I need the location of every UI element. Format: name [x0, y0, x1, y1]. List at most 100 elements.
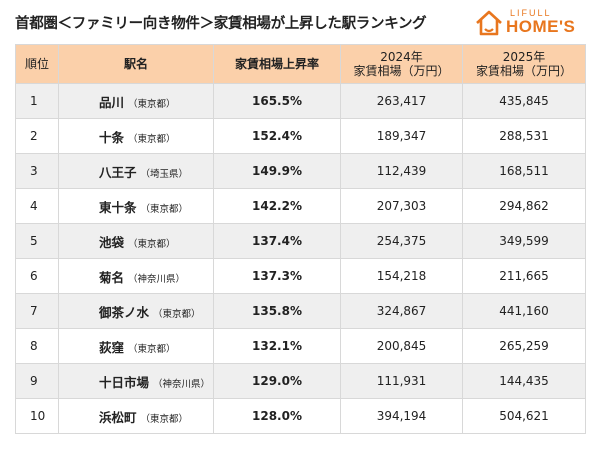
table-row: 6 菊名 （神奈川県） 137.3% 154,218 211,665 [15, 258, 586, 294]
logo: LIFULL HOME'S [466, 8, 586, 38]
station: 池袋 （東京都） [58, 223, 214, 259]
rank: 4 [15, 188, 59, 224]
column-header: 駅名 [58, 44, 214, 84]
rent-2025: 435,845 [462, 83, 586, 119]
rent-2024: 189,347 [340, 118, 463, 154]
station-name: 八王子 [99, 164, 137, 180]
station: 荻窪 （東京都） [58, 328, 214, 364]
column-header: 2025年 家賃相場（万円） [462, 44, 586, 84]
header-text: 2025年 [502, 50, 546, 64]
rent-2024: 263,417 [340, 83, 463, 119]
rent-2025: 211,665 [462, 258, 586, 294]
rent-2024: 207,303 [340, 188, 463, 224]
header-row: 順位 駅名 家賃相場上昇率 2024年 家賃相場（万円） 2025年 家賃相場（万円） [15, 44, 586, 84]
prefecture: （東京都） [128, 343, 176, 355]
column-header: 2024年 家賃相場（万円） [340, 44, 463, 84]
rank: 10 [15, 398, 59, 434]
rent-2025: 349,599 [462, 223, 586, 259]
table-row: 9 十日市場 （神奈川県） 129.0% 111,931 144,435 [15, 363, 586, 399]
rise-rate: 149.9% [213, 153, 341, 189]
table-row: 3 八王子 （埼玉県） 149.9% 112,439 168,511 [15, 153, 586, 189]
prefecture: （神奈川県） [153, 378, 211, 390]
header-text: 順位 [24, 57, 49, 71]
prefecture: （東京都） [153, 308, 201, 320]
rank: 5 [15, 223, 59, 259]
station: 浜松町 （東京都） [58, 398, 214, 434]
rent-2025: 144,435 [462, 363, 586, 399]
rise-rate: 142.2% [213, 188, 341, 224]
station-name: 御茶ノ水 [99, 304, 150, 320]
header-text: 家賃相場上昇率 [234, 57, 319, 71]
rise-rate: 152.4% [213, 118, 341, 154]
rise-rate: 128.0% [213, 398, 341, 434]
rank: 7 [15, 293, 59, 329]
station-name: 十条 [99, 129, 125, 145]
station-name: 浜松町 [99, 409, 137, 425]
rent-2024: 112,439 [340, 153, 463, 189]
rise-rate: 132.1% [213, 328, 341, 364]
station-name: 東十条 [99, 199, 137, 215]
prefecture: （埼玉県） [140, 168, 189, 180]
table-row: 4 東十条 （東京都） 142.2% 207,303 294,862 [15, 188, 586, 224]
table-row: 10 浜松町 （東京都） 128.0% 394,194 504,621 [15, 398, 586, 434]
table-row: 1 品川 （東京都） 165.5% 263,417 435,845 [15, 83, 586, 119]
rent-2025: 504,621 [462, 398, 586, 434]
station-name: 荻窪 [99, 339, 125, 355]
rent-2024: 394,194 [340, 398, 463, 434]
column-header: 家賃相場上昇率 [213, 44, 341, 84]
station-name: 菊名 [99, 269, 125, 285]
rent-2025: 441,160 [462, 293, 586, 329]
station: 十条 （東京都） [58, 118, 214, 154]
station-name: 池袋 [99, 234, 125, 250]
rent-2024: 200,845 [340, 328, 463, 364]
table-row: 8 荻窪 （東京都） 132.1% 200,845 265,259 [15, 328, 586, 364]
station-name: 十日市場 [99, 374, 150, 390]
table-row: 5 池袋 （東京都） 137.4% 254,375 349,599 [15, 223, 586, 259]
prefecture: （東京都） [140, 413, 189, 425]
header-text: 2024年 [380, 50, 423, 64]
rent-2025: 168,511 [462, 153, 586, 189]
rent-2025: 294,862 [462, 188, 586, 224]
rise-rate: 165.5% [213, 83, 341, 119]
logo-icon [476, 10, 502, 36]
station: 御茶ノ水 （東京都） [58, 293, 214, 329]
station: 菊名 （神奈川県） [58, 258, 214, 294]
rent-2024: 254,375 [340, 223, 463, 259]
prefecture: （東京都） [128, 98, 176, 110]
logo-big: HOME'S [506, 17, 576, 36]
rank: 2 [15, 118, 59, 154]
header-text: 家賃相場（万円） [353, 64, 450, 78]
rise-rate: 129.0% [213, 363, 341, 399]
rent-2024: 324,867 [340, 293, 463, 329]
station: 八王子 （埼玉県） [58, 153, 214, 189]
rank: 1 [15, 83, 59, 119]
prefecture: （神奈川県） [128, 273, 186, 285]
station: 品川 （東京都） [58, 83, 214, 119]
logo-small: LIFULL [510, 8, 552, 18]
rank: 9 [15, 363, 59, 399]
station-name: 品川 [99, 94, 125, 110]
rank: 8 [15, 328, 59, 364]
station: 東十条 （東京都） [58, 188, 214, 224]
table-body: 1 品川 （東京都） 165.5% 263,417 435,845 2 十条 （東京都） 152.… [15, 83, 586, 434]
table-row: 7 御茶ノ水 （東京都） 135.8% 324,867 441,160 [15, 293, 586, 329]
prefecture: （東京都） [140, 203, 189, 215]
header-text: 駅名 [123, 57, 148, 71]
rise-rate: 137.3% [213, 258, 341, 294]
title: 首都圏＜ファミリー向き物件＞家賃相場が上昇した駅ランキング [15, 16, 427, 32]
column-header: 順位 [15, 44, 59, 84]
rank: 3 [15, 153, 59, 189]
rise-rate: 137.4% [213, 223, 341, 259]
rent-2024: 111,931 [340, 363, 463, 399]
table-row: 2 十条 （東京都） 152.4% 189,347 288,531 [15, 118, 586, 154]
prefecture: （東京都） [128, 133, 176, 145]
rise-rate: 135.8% [213, 293, 341, 329]
header-text: 家賃相場（万円） [475, 64, 572, 78]
rent-2024: 154,218 [340, 258, 463, 294]
station: 十日市場 （神奈川県） [58, 363, 214, 399]
rent-2025: 265,259 [462, 328, 586, 364]
prefecture: （東京都） [128, 238, 176, 250]
rank: 6 [15, 258, 59, 294]
